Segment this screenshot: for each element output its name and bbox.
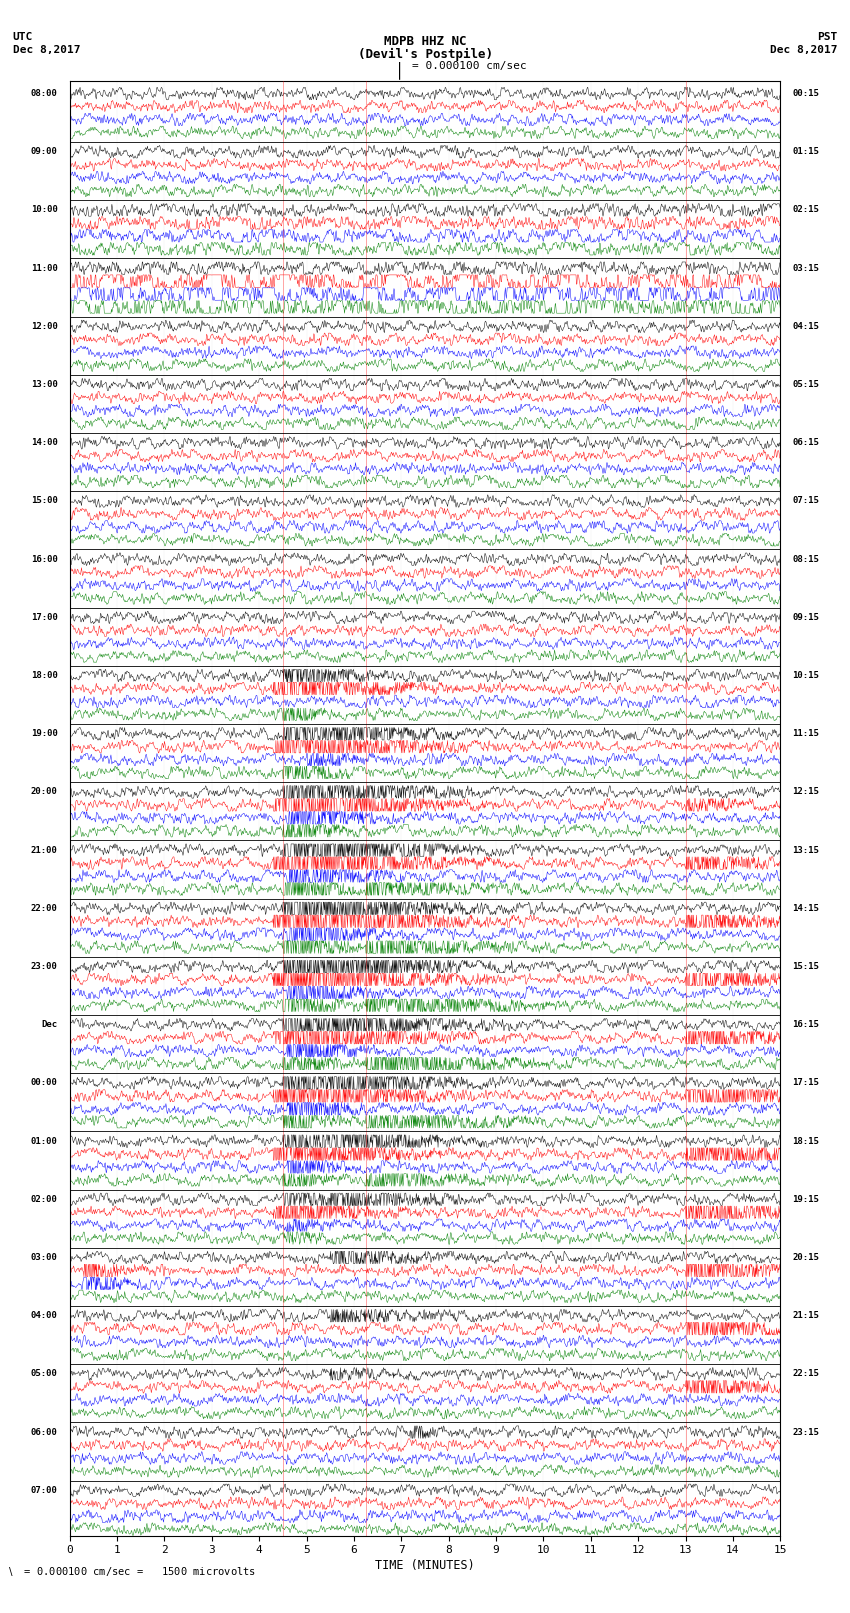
Text: 12:00: 12:00 — [31, 323, 58, 331]
Text: PST: PST — [817, 32, 837, 42]
Text: │: │ — [395, 61, 404, 79]
Text: 23:15: 23:15 — [792, 1428, 819, 1437]
Text: 11:00: 11:00 — [31, 263, 58, 273]
Text: $\backslash$  = 0.000100 cm/sec =   1500 microvolts: $\backslash$ = 0.000100 cm/sec = 1500 mi… — [8, 1565, 257, 1578]
Text: 16:00: 16:00 — [31, 555, 58, 563]
Text: 20:00: 20:00 — [31, 787, 58, 797]
Text: 15:15: 15:15 — [792, 961, 819, 971]
Text: 07:15: 07:15 — [792, 497, 819, 505]
Text: 22:00: 22:00 — [31, 903, 58, 913]
Text: 15:00: 15:00 — [31, 497, 58, 505]
Text: 10:15: 10:15 — [792, 671, 819, 681]
Text: UTC: UTC — [13, 32, 33, 42]
Text: = 0.000100 cm/sec: = 0.000100 cm/sec — [412, 61, 527, 71]
Text: 02:00: 02:00 — [31, 1195, 58, 1203]
Text: 14:15: 14:15 — [792, 903, 819, 913]
Text: 05:15: 05:15 — [792, 381, 819, 389]
Text: MDPB HHZ NC: MDPB HHZ NC — [383, 35, 467, 48]
Text: 21:00: 21:00 — [31, 845, 58, 855]
Text: (Devil's Postpile): (Devil's Postpile) — [358, 48, 492, 61]
Text: 22:15: 22:15 — [792, 1369, 819, 1379]
Text: 01:00: 01:00 — [31, 1137, 58, 1145]
Text: 09:00: 09:00 — [31, 147, 58, 156]
Text: 04:00: 04:00 — [31, 1311, 58, 1319]
Text: 09:15: 09:15 — [792, 613, 819, 623]
Text: 07:00: 07:00 — [31, 1486, 58, 1495]
Text: 17:00: 17:00 — [31, 613, 58, 623]
Text: Dec 8,2017: Dec 8,2017 — [770, 45, 837, 55]
Text: 19:15: 19:15 — [792, 1195, 819, 1203]
Text: 03:00: 03:00 — [31, 1253, 58, 1261]
Text: 06:15: 06:15 — [792, 439, 819, 447]
Text: 10:00: 10:00 — [31, 205, 58, 215]
Text: 11:15: 11:15 — [792, 729, 819, 739]
Text: 08:15: 08:15 — [792, 555, 819, 563]
Text: 13:00: 13:00 — [31, 381, 58, 389]
Text: 00:00: 00:00 — [31, 1079, 58, 1087]
Text: 20:15: 20:15 — [792, 1253, 819, 1261]
Text: 19:00: 19:00 — [31, 729, 58, 739]
Text: 23:00: 23:00 — [31, 961, 58, 971]
Text: 14:00: 14:00 — [31, 439, 58, 447]
Text: 17:15: 17:15 — [792, 1079, 819, 1087]
Text: 21:15: 21:15 — [792, 1311, 819, 1319]
Text: 16:15: 16:15 — [792, 1021, 819, 1029]
Text: 04:15: 04:15 — [792, 323, 819, 331]
Text: 13:15: 13:15 — [792, 845, 819, 855]
Text: Dec: Dec — [42, 1021, 58, 1029]
Text: Dec 8,2017: Dec 8,2017 — [13, 45, 80, 55]
X-axis label: TIME (MINUTES): TIME (MINUTES) — [375, 1560, 475, 1573]
Text: 00:15: 00:15 — [792, 89, 819, 98]
Text: 02:15: 02:15 — [792, 205, 819, 215]
Text: 01:15: 01:15 — [792, 147, 819, 156]
Text: 12:15: 12:15 — [792, 787, 819, 797]
Text: 18:00: 18:00 — [31, 671, 58, 681]
Text: 08:00: 08:00 — [31, 89, 58, 98]
Text: 05:00: 05:00 — [31, 1369, 58, 1379]
Text: 18:15: 18:15 — [792, 1137, 819, 1145]
Text: 03:15: 03:15 — [792, 263, 819, 273]
Text: 06:00: 06:00 — [31, 1428, 58, 1437]
